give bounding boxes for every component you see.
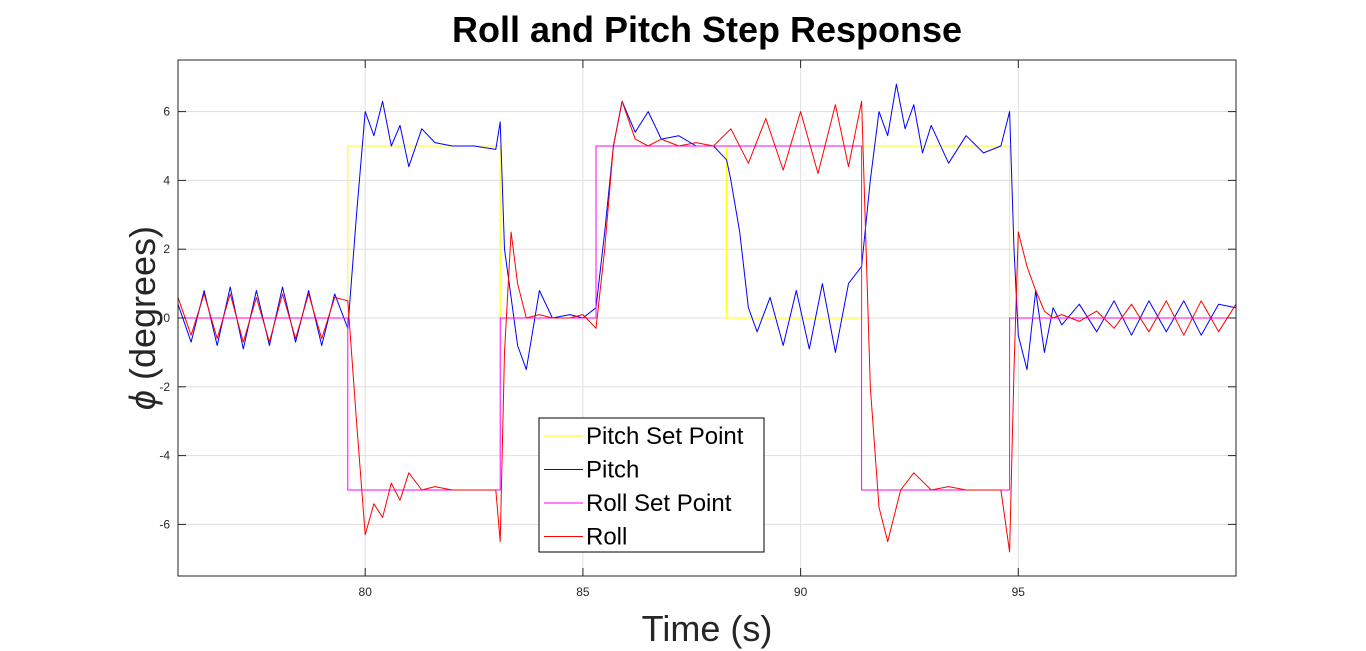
legend: Pitch Set Point Pitch Roll Set Point Roll [538, 417, 765, 553]
y-tick-label: -2 [159, 380, 170, 394]
y-axis-symbol: ϕ [122, 390, 163, 410]
y-tick-label: -6 [159, 517, 170, 531]
legend-label-roll-set-point: Roll Set Point [586, 490, 732, 517]
x-tick-label: 90 [794, 585, 808, 599]
y-tick-label: 6 [163, 105, 170, 119]
legend-label-pitch-set-point: Pitch Set Point [586, 423, 744, 450]
y-tick-label: 4 [163, 173, 170, 187]
x-tick-label: 85 [576, 585, 590, 599]
x-tick-label: 80 [359, 585, 373, 599]
tick-labels: 80 85 90 95 -6 -4 -2 0 2 4 6 [159, 60, 1236, 599]
legend-box [538, 417, 765, 553]
legend-label-roll: Roll [586, 524, 627, 551]
y-tick-label: -4 [159, 449, 170, 463]
x-tick-label: 95 [1012, 585, 1026, 599]
chart-title: Roll and Pitch Step Response [452, 9, 962, 50]
series-roll-line [177, 100, 1237, 553]
series-roll-set-point-line [178, 145, 1236, 491]
series-layer [177, 83, 1237, 553]
y-axis-text: (degrees) [122, 226, 163, 380]
y-tick-label: 2 [163, 242, 170, 256]
y-tick-label: 0 [163, 311, 170, 325]
x-axis-label: Time (s) [642, 608, 773, 649]
y-axis-label: ϕ (degrees) [122, 226, 163, 410]
legend-label-pitch: Pitch [586, 457, 639, 484]
